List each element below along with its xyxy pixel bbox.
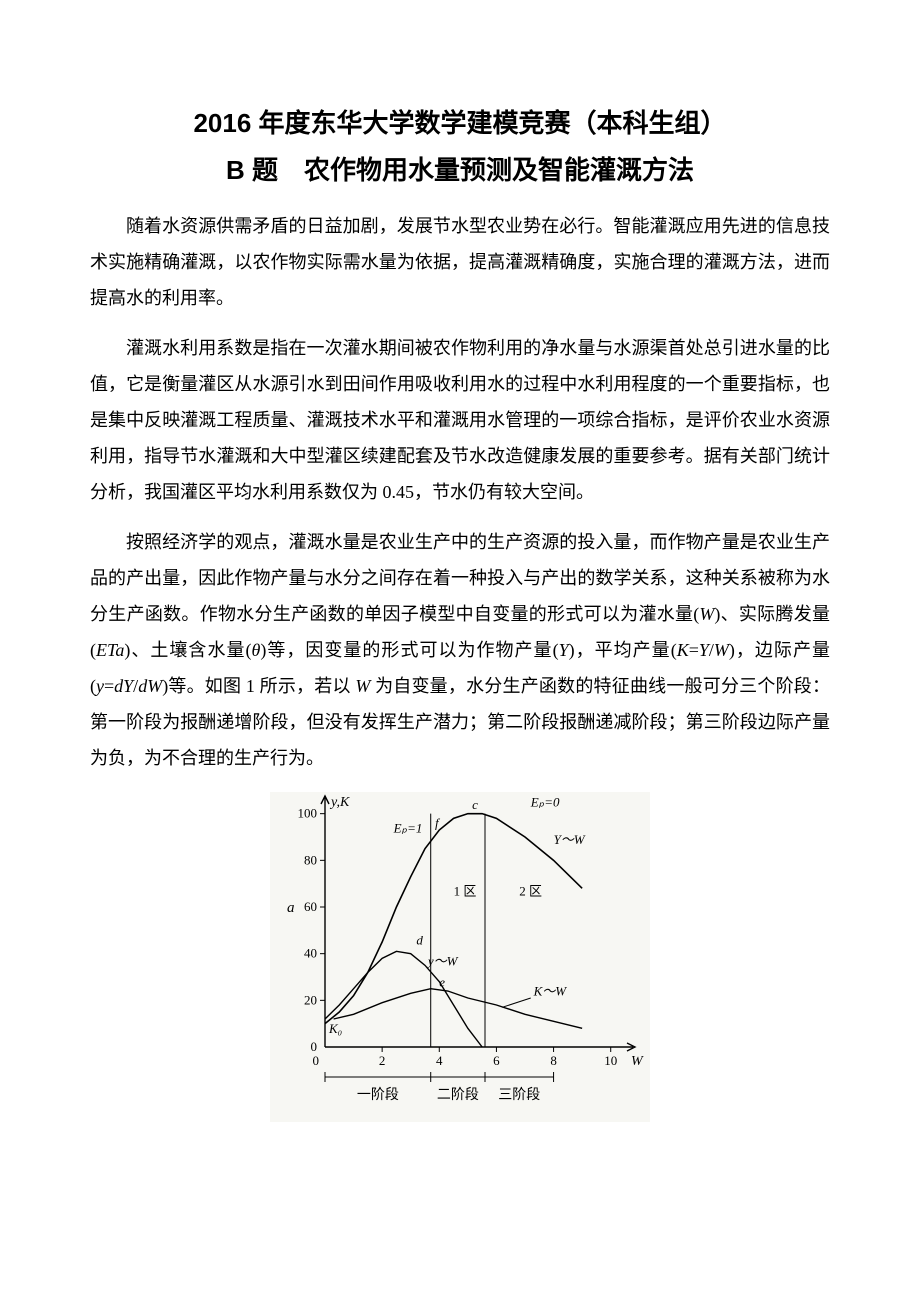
- svg-text:K～W: K～W: [533, 983, 568, 998]
- svg-text:4: 4: [436, 1053, 443, 1068]
- var-dW: dW: [138, 676, 162, 696]
- paragraph-3: 按照经济学的观点，灌溉水量是农业生产中的生产资源的投入量，而作物产量是农业生产品…: [90, 524, 830, 776]
- svg-text:80: 80: [304, 852, 317, 867]
- svg-text:W: W: [631, 1054, 644, 1069]
- svg-text:10: 10: [604, 1053, 617, 1068]
- p3-text: )，平均产量(: [569, 640, 677, 660]
- svg-text:d: d: [416, 932, 423, 947]
- svg-text:Eₚ=1: Eₚ=1: [393, 820, 423, 835]
- svg-text:0: 0: [311, 1039, 318, 1054]
- var-y: y: [96, 676, 104, 696]
- p3-text: )等。如图 1 所示，若以: [162, 676, 355, 696]
- svg-text:2 区: 2 区: [519, 883, 542, 898]
- p3-text: )、土壤含水量(: [124, 640, 251, 660]
- figure-1-chart: 0204060801002468100y,KWaEₚ=1Eₚ=0Y～Wy～WK～…: [270, 792, 650, 1122]
- figure-1-wrap: 0204060801002468100y,KWaEₚ=1Eₚ=0Y～Wy～WK～…: [90, 792, 830, 1122]
- title-line-1: 2016 年度东华大学数学建模竞赛（本科生组）: [90, 100, 830, 147]
- svg-text:一阶段: 一阶段: [357, 1087, 399, 1103]
- svg-text:40: 40: [304, 945, 317, 960]
- svg-text:c: c: [472, 797, 478, 812]
- var-K: K: [677, 640, 689, 660]
- var-ETa: ETa: [96, 640, 124, 660]
- var-Y: Y: [559, 640, 569, 660]
- svg-text:1 区: 1 区: [454, 883, 477, 898]
- svg-text:20: 20: [304, 992, 317, 1007]
- document-page: 2016 年度东华大学数学建模竞赛（本科生组） B 题 农作物用水量预测及智能灌…: [0, 0, 920, 1182]
- svg-text:三阶段: 三阶段: [498, 1087, 540, 1103]
- paragraph-1: 随着水资源供需矛盾的日益加剧，发展节水型农业势在必行。智能灌溉应用先进的信息技术…: [90, 208, 830, 316]
- svg-text:e: e: [439, 974, 445, 989]
- svg-text:K₀: K₀: [328, 1021, 342, 1036]
- svg-text:y,K: y,K: [329, 795, 350, 810]
- svg-text:0: 0: [313, 1053, 320, 1068]
- svg-text:6: 6: [493, 1053, 500, 1068]
- var-theta: θ: [251, 640, 260, 660]
- title-line-2: B 题 农作物用水量预测及智能灌溉方法: [90, 147, 830, 194]
- svg-text:100: 100: [298, 805, 318, 820]
- svg-text:Y～W: Y～W: [554, 832, 586, 847]
- svg-text:y～W: y～W: [426, 953, 459, 968]
- var-W: W: [699, 604, 714, 624]
- var-W: W: [714, 640, 729, 660]
- svg-text:8: 8: [550, 1053, 557, 1068]
- p3-text: )等，因变量的形式可以为作物产量(: [260, 640, 558, 660]
- paragraph-2: 灌溉水利用系数是指在一次灌水期间被农作物利用的净水量与水源渠首处总引进水量的比值…: [90, 330, 830, 510]
- svg-text:二阶段: 二阶段: [437, 1087, 479, 1103]
- svg-text:2: 2: [379, 1053, 386, 1068]
- var-Y: Y: [699, 640, 709, 660]
- eq: =: [104, 676, 114, 696]
- svg-text:a: a: [287, 900, 295, 916]
- var-dY: dY: [114, 676, 133, 696]
- eq: =: [689, 640, 699, 660]
- var-W: W: [355, 676, 370, 696]
- svg-text:Eₚ=0: Eₚ=0: [530, 794, 560, 809]
- svg-text:60: 60: [304, 899, 317, 914]
